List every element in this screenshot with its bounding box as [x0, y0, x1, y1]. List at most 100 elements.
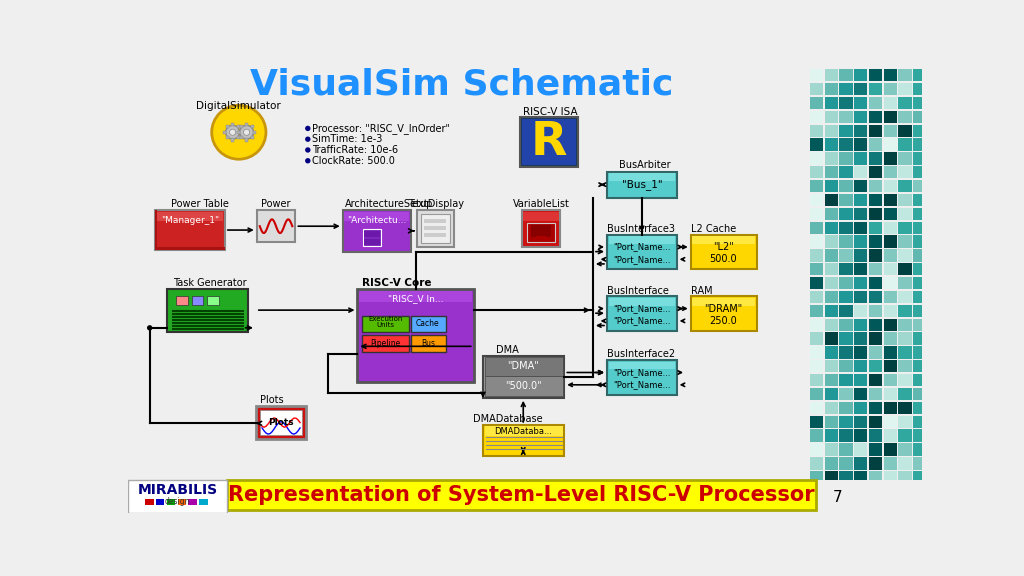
Bar	[824, 138, 838, 151]
Text: BusInterface3: BusInterface3	[607, 224, 675, 234]
Text: RAM: RAM	[690, 286, 713, 296]
Bar	[483, 355, 564, 398]
Bar	[869, 319, 882, 331]
Bar	[810, 360, 823, 373]
Bar	[854, 416, 867, 428]
Bar	[824, 69, 838, 81]
Bar	[884, 416, 897, 428]
Bar	[810, 236, 823, 248]
Bar	[177, 499, 186, 505]
Bar	[527, 223, 555, 241]
Bar	[824, 97, 838, 109]
Bar	[898, 194, 911, 206]
Bar	[359, 291, 472, 302]
Bar	[824, 166, 838, 179]
Text: ClockRate: 500.0: ClockRate: 500.0	[311, 156, 394, 166]
Bar	[824, 83, 838, 95]
Bar	[854, 138, 867, 151]
Circle shape	[228, 122, 249, 142]
Circle shape	[226, 120, 251, 145]
Circle shape	[236, 129, 242, 135]
Bar	[913, 236, 927, 248]
Bar	[884, 194, 897, 206]
Bar	[188, 499, 197, 505]
Bar	[238, 131, 241, 134]
Circle shape	[233, 127, 245, 138]
Bar	[840, 430, 853, 442]
Bar	[237, 125, 240, 128]
Bar	[810, 208, 823, 220]
Bar	[231, 138, 234, 142]
Text: BusInterface2: BusInterface2	[607, 349, 675, 359]
Circle shape	[237, 130, 241, 135]
Bar	[869, 416, 882, 428]
Circle shape	[216, 110, 261, 154]
Bar	[854, 249, 867, 262]
Bar	[869, 124, 882, 137]
Bar	[145, 499, 154, 505]
Circle shape	[219, 113, 258, 151]
Text: VariableList: VariableList	[513, 199, 569, 209]
Bar	[869, 263, 882, 275]
Bar	[898, 291, 911, 303]
Bar	[810, 152, 823, 165]
Bar	[824, 430, 838, 442]
Bar	[840, 388, 853, 400]
Bar	[840, 360, 853, 373]
Text: RISC-V Core: RISC-V Core	[362, 278, 431, 288]
Bar	[520, 117, 579, 167]
Bar	[237, 136, 240, 139]
Bar	[128, 480, 922, 513]
Bar	[690, 296, 757, 331]
Bar	[824, 277, 838, 289]
Bar	[869, 97, 882, 109]
Text: L2 Cache: L2 Cache	[690, 224, 736, 234]
Bar	[227, 480, 816, 510]
Bar	[840, 416, 853, 428]
Bar	[884, 263, 897, 275]
Bar	[913, 194, 927, 206]
Circle shape	[225, 126, 240, 139]
Bar	[913, 69, 927, 81]
Bar	[898, 346, 911, 359]
Bar	[869, 444, 882, 456]
Text: TextDisplay: TextDisplay	[408, 199, 464, 209]
Bar	[898, 249, 911, 262]
Bar	[854, 374, 867, 386]
Bar	[810, 249, 823, 262]
Text: R: R	[530, 120, 567, 165]
Circle shape	[147, 325, 153, 331]
Bar	[810, 291, 823, 303]
Bar	[869, 277, 882, 289]
Bar	[898, 471, 911, 483]
Bar	[840, 471, 853, 483]
Bar	[157, 211, 223, 221]
Bar	[810, 97, 823, 109]
Bar	[824, 402, 838, 414]
Bar	[840, 124, 853, 137]
Bar	[869, 69, 882, 81]
Bar	[840, 194, 853, 206]
Bar	[810, 388, 823, 400]
Bar	[854, 208, 867, 220]
Bar	[854, 457, 867, 469]
Bar	[898, 457, 911, 469]
Bar	[913, 374, 927, 386]
Bar	[840, 249, 853, 262]
Bar	[810, 83, 823, 95]
Circle shape	[224, 118, 254, 147]
Bar	[200, 499, 208, 505]
Text: 250.0: 250.0	[710, 316, 737, 326]
Bar	[521, 210, 560, 247]
Text: RISC-V ISA: RISC-V ISA	[523, 107, 578, 118]
Bar	[913, 430, 927, 442]
Bar	[869, 236, 882, 248]
Bar	[840, 457, 853, 469]
Circle shape	[230, 124, 248, 141]
Text: "RISC_V In...: "RISC_V In...	[388, 294, 443, 303]
Bar	[840, 138, 853, 151]
Bar	[869, 291, 882, 303]
Bar	[484, 376, 563, 396]
Bar	[869, 402, 882, 414]
Circle shape	[222, 116, 255, 149]
